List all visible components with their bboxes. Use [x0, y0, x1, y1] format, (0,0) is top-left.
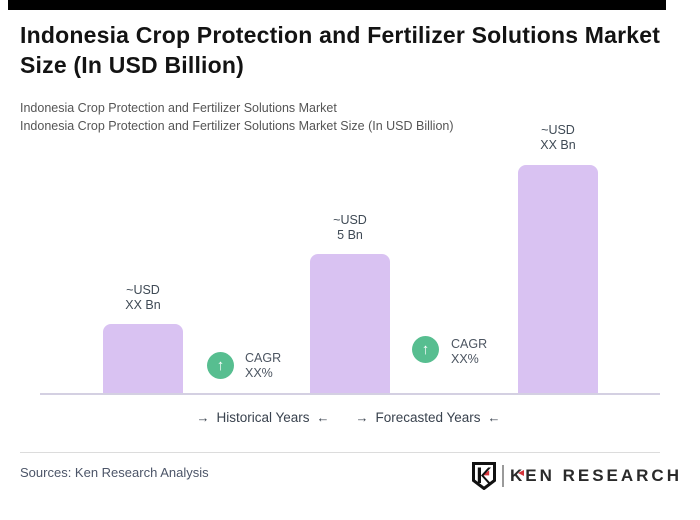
page-title: Indonesia Crop Protection and Fertilizer… — [20, 22, 661, 78]
cagr-annotation-historical: CAGR XX% — [245, 351, 281, 380]
bar-value-label-current: ~USD 5 Bn — [333, 213, 367, 242]
bar-current — [310, 254, 390, 394]
legend-historical-years: → Historical Years ← — [196, 410, 329, 425]
arrow-up-icon: ↑ — [421, 341, 430, 358]
arrow-left-icon: ← — [316, 410, 330, 425]
bar-historical — [103, 324, 183, 394]
cagr-annotation-forecast: CAGR XX% — [451, 337, 487, 366]
arrow-right-icon: → — [355, 410, 369, 425]
cagr-up-arrow-icon: ↑ — [207, 352, 234, 379]
cagr-up-arrow-icon: ↑ — [412, 336, 439, 363]
subtitle-line-1: Indonesia Crop Protection and Fertilizer… — [20, 101, 337, 115]
cagr-value: XX% — [451, 351, 479, 366]
subtitle-line-2: Indonesia Crop Protection and Fertilizer… — [20, 119, 454, 133]
logo-divider — [501, 464, 504, 487]
ken-research-logo: K EN RESEARCH — [471, 461, 682, 490]
sources-text: Sources: Ken Research Analysis — [20, 465, 209, 480]
cagr-label: CAGR — [451, 337, 488, 351]
bar-forecast — [518, 165, 598, 394]
bar-value-label-forecast: ~USD XX Bn — [540, 123, 576, 152]
cagr-value: XX% — [245, 365, 273, 380]
legend-historical-label: Historical Years — [216, 410, 310, 425]
top-accent-bar — [8, 0, 666, 10]
arrow-up-icon: ↑ — [216, 357, 225, 374]
ken-research-shield-icon — [471, 461, 496, 490]
logo-rest: EN RESEARCH — [525, 465, 682, 485]
x-axis-line — [40, 393, 660, 395]
chart-subtitle: Indonesia Crop Protection and Fertilizer… — [20, 99, 660, 135]
bar-value-label-historical: ~USD XX Bn — [125, 283, 161, 312]
legend-forecasted-years: → Forecasted Years ← — [355, 410, 500, 425]
logo-letter-k: K — [509, 465, 526, 485]
arrow-left-icon: ← — [487, 410, 501, 425]
ken-research-wordmark: K EN RESEARCH — [510, 466, 682, 486]
cagr-label: CAGR — [245, 351, 282, 365]
legend-forecasted-label: Forecasted Years — [375, 410, 481, 425]
arrow-right-icon: → — [196, 410, 210, 425]
footer-divider — [20, 452, 660, 453]
